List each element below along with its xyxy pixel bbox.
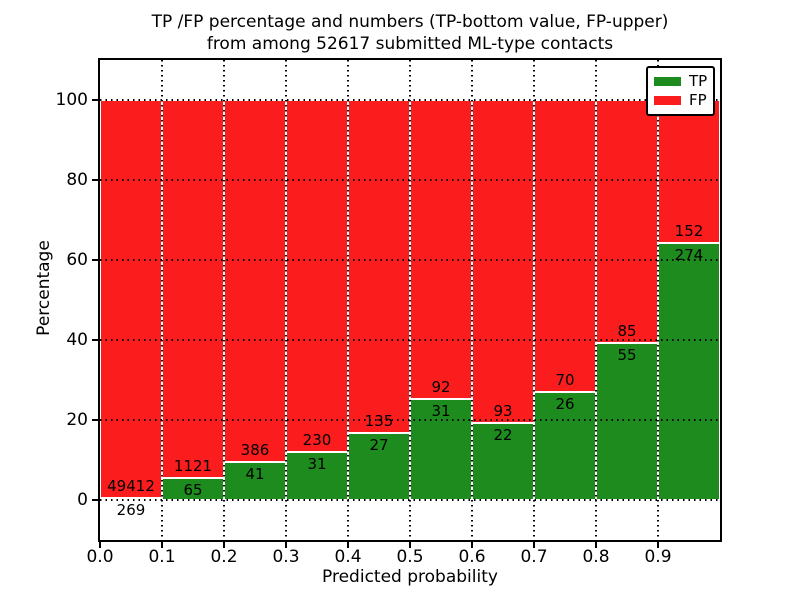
tp-count-label: 22 xyxy=(493,426,513,445)
fp-count-label: 135 xyxy=(364,412,394,431)
y-tick-mark xyxy=(92,259,98,261)
gridline-horizontal xyxy=(100,99,720,101)
fp-bar xyxy=(596,100,658,343)
x-tick-mark xyxy=(657,542,659,548)
fp-bar xyxy=(472,100,534,424)
y-tick-label: 100 xyxy=(55,90,88,110)
gridline-horizontal xyxy=(100,179,720,181)
x-tick-label: 0.4 xyxy=(334,547,362,567)
gridline-horizontal xyxy=(100,339,720,341)
gridline-vertical xyxy=(409,60,411,540)
x-tick-label: 0.7 xyxy=(520,547,548,567)
legend: TP FP xyxy=(646,66,716,116)
fp-count-label: 230 xyxy=(302,431,332,450)
title-line-2: from among 52617 submitted ML-type conta… xyxy=(206,34,614,54)
y-tick-label: 40 xyxy=(66,330,88,350)
fp-count-label: 152 xyxy=(674,221,704,240)
tp-bar xyxy=(658,242,720,500)
x-tick-mark xyxy=(347,542,349,548)
x-tick-mark xyxy=(533,542,535,548)
fp-bar xyxy=(410,100,472,400)
fp-color-swatch xyxy=(654,96,681,105)
gridline-vertical xyxy=(285,60,287,540)
title-line-1: TP /FP percentage and numbers (TP-bottom… xyxy=(151,12,669,32)
gridline-vertical xyxy=(161,60,163,540)
x-tick-label: 0.8 xyxy=(582,547,610,567)
x-tick-label: 0.1 xyxy=(148,547,176,567)
y-tick-label: 20 xyxy=(66,410,88,430)
x-tick-label: 0.2 xyxy=(210,547,238,567)
tp-count-label: 269 xyxy=(116,500,146,519)
chart-title: TP /FP percentage and numbers (TP-bottom… xyxy=(10,11,800,55)
gridline-horizontal xyxy=(100,419,720,421)
fp-bar xyxy=(534,100,596,392)
tp-color-swatch xyxy=(654,77,681,86)
gridline-vertical xyxy=(533,60,535,540)
gridline-vertical xyxy=(595,60,597,540)
tp-count-label: 31 xyxy=(431,402,451,421)
tp-count-label: 26 xyxy=(555,394,575,413)
fp-bar xyxy=(224,100,286,462)
tp-bar xyxy=(596,342,658,500)
tp-count-label: 55 xyxy=(617,345,637,364)
legend-item-fp: FP xyxy=(654,91,707,110)
x-tick-mark xyxy=(409,542,411,548)
tp-count-label: 41 xyxy=(245,464,265,483)
fp-count-label: 49412 xyxy=(107,476,155,495)
x-tick-mark xyxy=(99,542,101,548)
y-tick-mark xyxy=(92,339,98,341)
y-tick-mark xyxy=(92,99,98,101)
y-tick-mark xyxy=(92,179,98,181)
y-tick-mark xyxy=(92,419,98,421)
legend-item-tp: TP xyxy=(654,72,707,91)
y-axis-label: Percentage xyxy=(34,240,54,336)
tp-count-label: 27 xyxy=(369,436,389,455)
gridline-vertical xyxy=(657,60,659,540)
fp-bar xyxy=(348,100,410,434)
x-tick-mark xyxy=(285,542,287,548)
fp-count-label: 92 xyxy=(431,378,451,397)
fp-bar xyxy=(162,100,224,479)
x-axis-label: Predicted probability xyxy=(322,567,498,587)
x-tick-mark xyxy=(161,542,163,548)
x-tick-mark xyxy=(471,542,473,548)
fp-count-label: 386 xyxy=(240,440,270,459)
tp-count-label: 274 xyxy=(674,245,704,264)
y-tick-mark xyxy=(92,499,98,501)
y-tick-label: 80 xyxy=(66,170,88,190)
y-tick-label: 60 xyxy=(66,250,88,270)
gridline-horizontal xyxy=(100,259,720,261)
fp-bar xyxy=(100,100,162,498)
fp-count-label: 1121 xyxy=(173,457,213,476)
fp-bar xyxy=(286,100,348,453)
gridline-vertical xyxy=(347,60,349,540)
x-tick-label: 0.0 xyxy=(86,547,114,567)
legend-label-fp: FP xyxy=(689,91,707,109)
x-tick-mark xyxy=(223,542,225,548)
y-tick-label: 0 xyxy=(77,490,88,510)
fp-count-label: 85 xyxy=(617,321,637,340)
x-tick-mark xyxy=(595,542,597,548)
fp-count-label: 93 xyxy=(493,402,513,421)
legend-label-tp: TP xyxy=(689,72,708,90)
tp-count-label: 65 xyxy=(183,481,203,500)
fp-count-label: 70 xyxy=(555,370,575,389)
gridline-vertical xyxy=(471,60,473,540)
x-tick-label: 0.3 xyxy=(272,547,300,567)
x-tick-label: 0.9 xyxy=(644,547,672,567)
tp-count-label: 31 xyxy=(307,455,327,474)
gridline-vertical xyxy=(223,60,225,540)
x-tick-label: 0.5 xyxy=(396,547,424,567)
plot-area: 49412 269 1121 65 386 41 230 31 135 27 92 31 93 22 70 2… xyxy=(100,60,720,540)
x-tick-label: 0.6 xyxy=(458,547,486,567)
gridline-horizontal xyxy=(100,499,720,501)
